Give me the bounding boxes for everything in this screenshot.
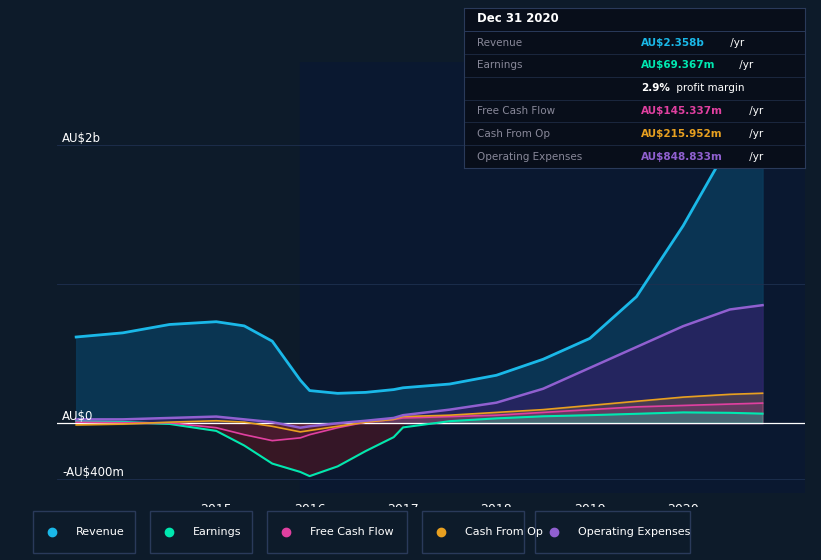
Text: /yr: /yr: [745, 152, 763, 162]
Text: Operating Expenses: Operating Expenses: [578, 527, 690, 537]
Bar: [300, 62, 805, 493]
Text: AU$215.952m: AU$215.952m: [641, 129, 722, 139]
Text: Revenue: Revenue: [76, 527, 125, 537]
Text: /yr: /yr: [727, 38, 745, 48]
Text: Cash From Op: Cash From Op: [478, 129, 551, 139]
Text: AU$2b: AU$2b: [62, 132, 101, 145]
Bar: [422, 511, 524, 553]
Text: -AU$400m: -AU$400m: [62, 465, 124, 479]
Text: AU$848.833m: AU$848.833m: [641, 152, 723, 162]
Bar: [267, 511, 406, 553]
Text: /yr: /yr: [736, 60, 754, 71]
Text: Cash From Op: Cash From Op: [465, 527, 543, 537]
Text: /yr: /yr: [745, 129, 763, 139]
Text: /yr: /yr: [745, 106, 763, 116]
Bar: [535, 511, 690, 553]
Text: Earnings: Earnings: [478, 60, 523, 71]
Text: AU$145.337m: AU$145.337m: [641, 106, 723, 116]
Bar: [33, 511, 135, 553]
Text: Free Cash Flow: Free Cash Flow: [478, 106, 556, 116]
Text: Free Cash Flow: Free Cash Flow: [310, 527, 393, 537]
Text: 2.9%: 2.9%: [641, 83, 670, 93]
Text: AU$69.367m: AU$69.367m: [641, 60, 716, 71]
Text: Operating Expenses: Operating Expenses: [478, 152, 583, 162]
Bar: [150, 511, 252, 553]
Text: Revenue: Revenue: [478, 38, 523, 48]
Text: AU$2.358b: AU$2.358b: [641, 38, 705, 48]
Text: AU$0: AU$0: [62, 410, 94, 423]
Text: Earnings: Earnings: [193, 527, 241, 537]
Text: Dec 31 2020: Dec 31 2020: [478, 12, 559, 25]
Text: profit margin: profit margin: [673, 83, 745, 93]
